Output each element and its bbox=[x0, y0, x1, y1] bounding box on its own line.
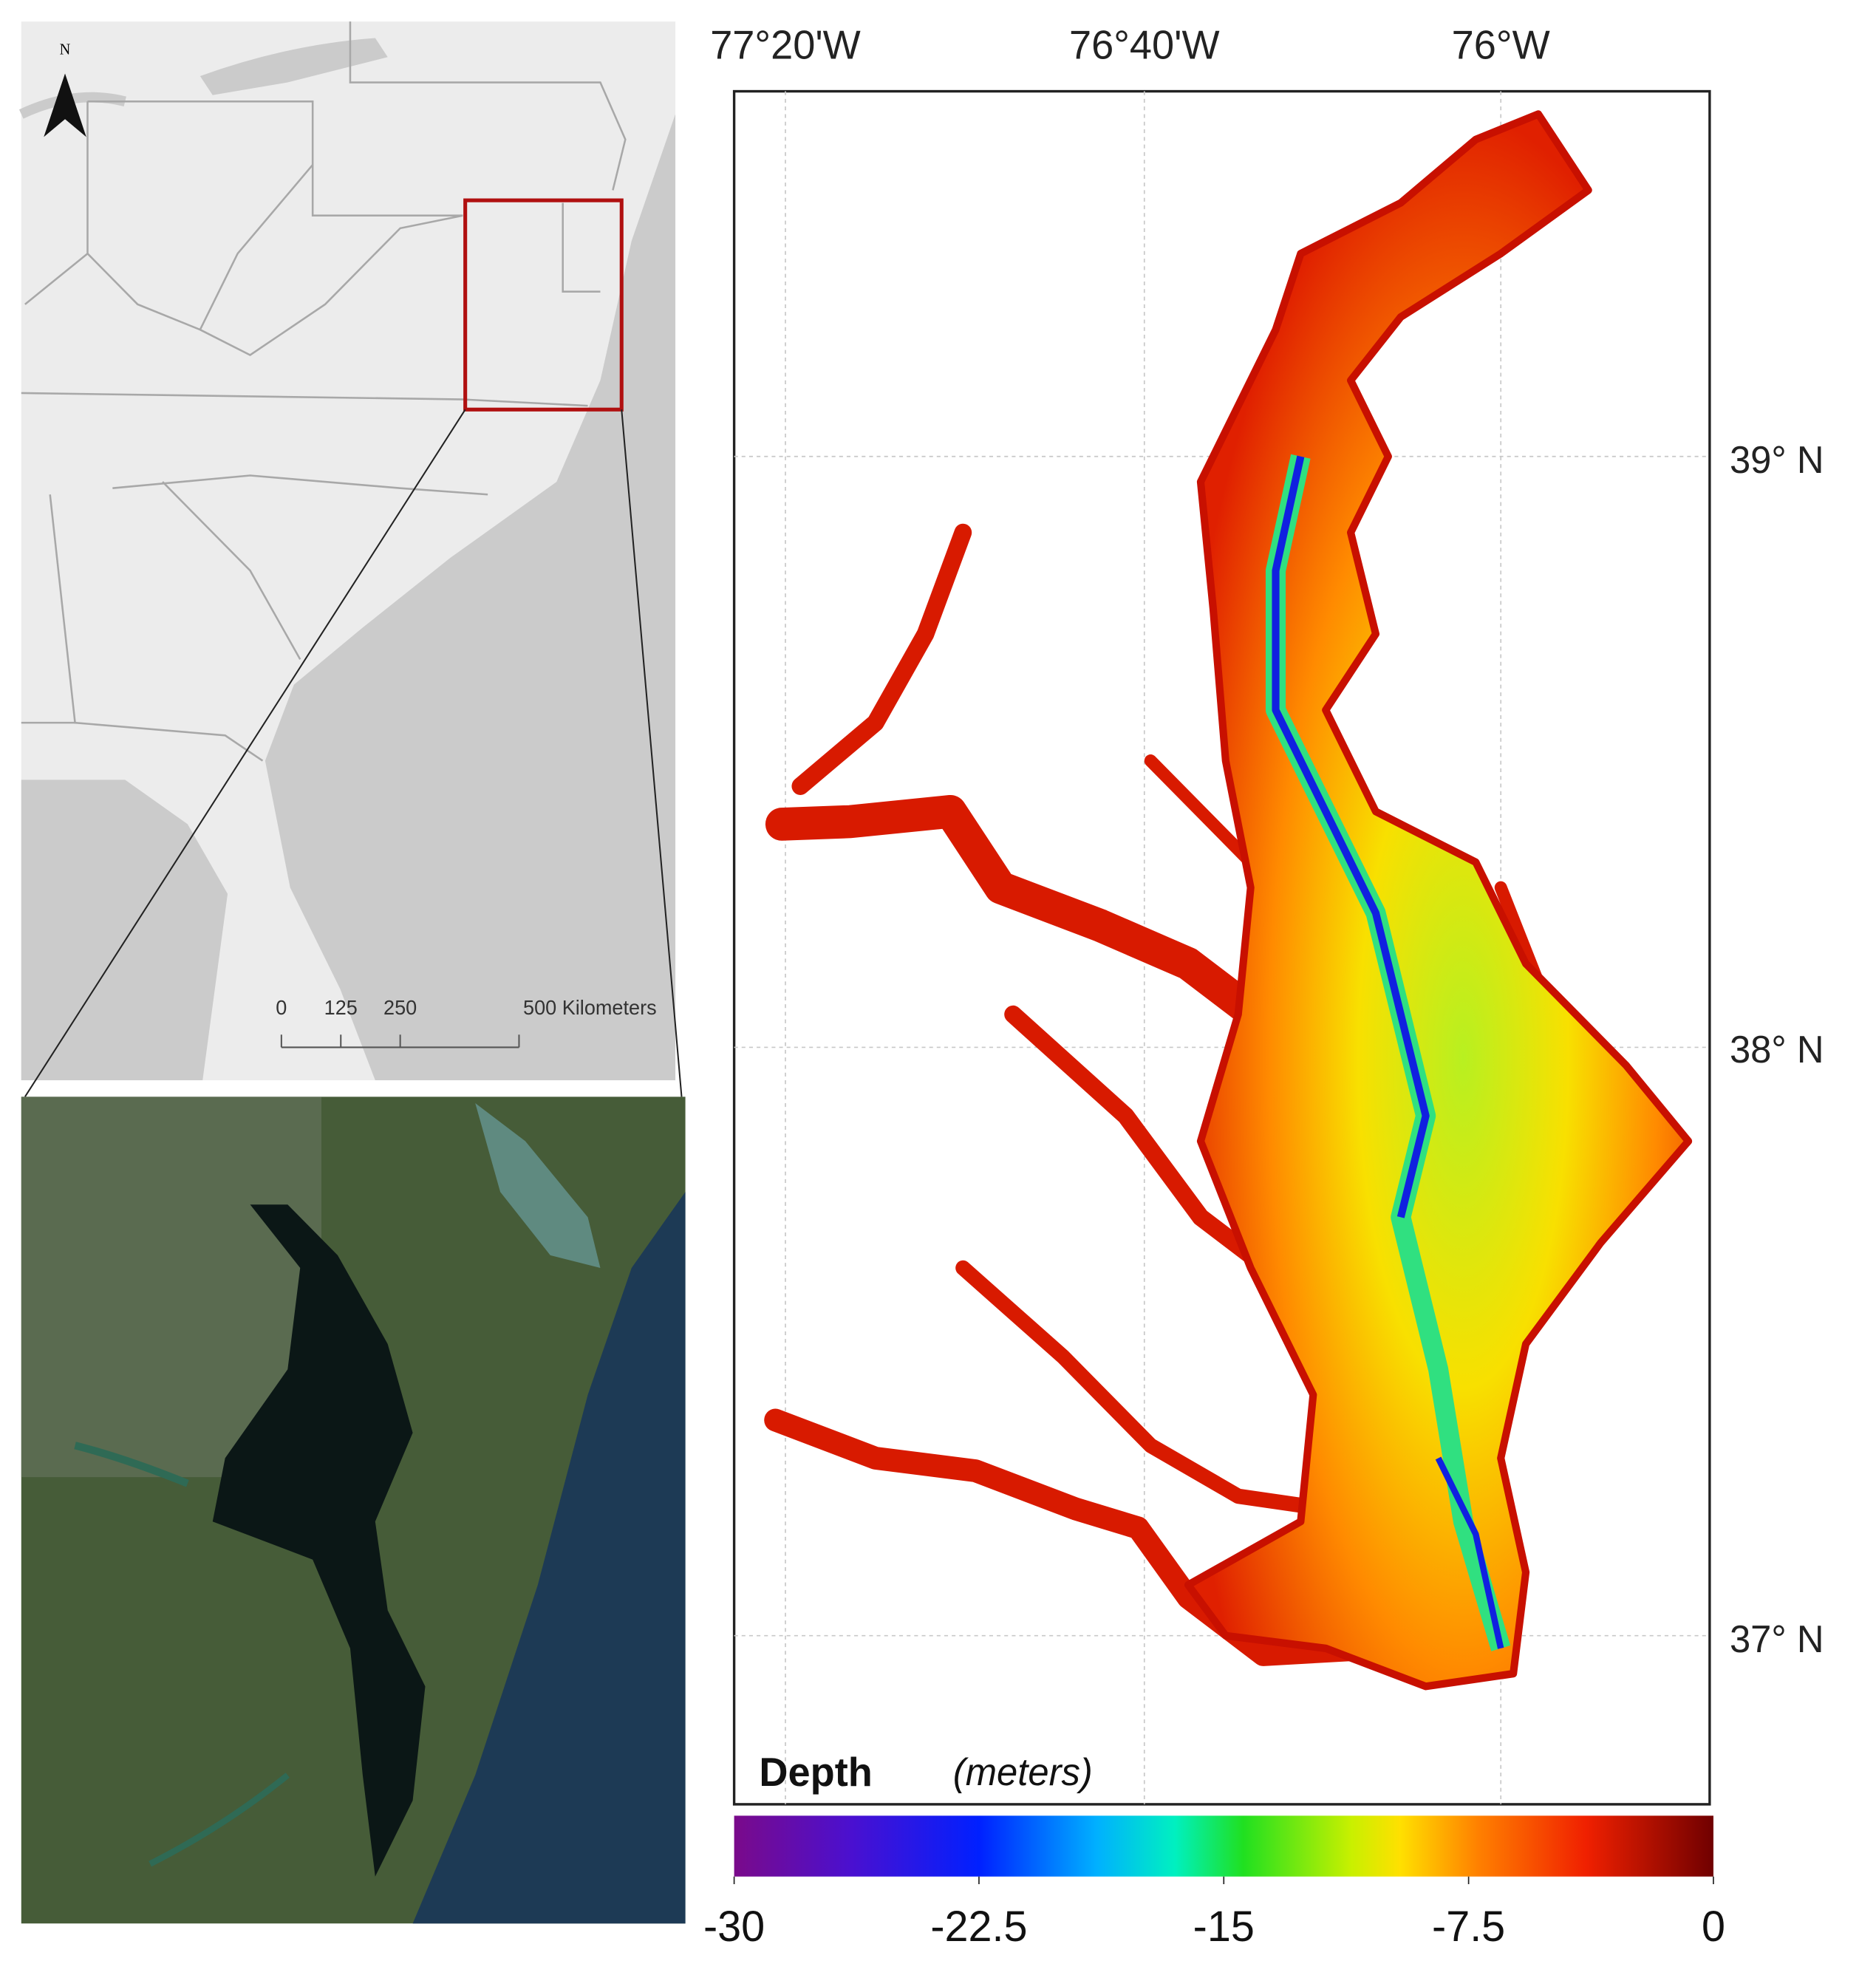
scale-label: 500 Kilometers bbox=[523, 996, 657, 1019]
longitude-label: 76°40'W bbox=[1069, 22, 1220, 67]
colorbar-label: 0 bbox=[1702, 1903, 1725, 1951]
legend-title: Depth bbox=[759, 1750, 872, 1795]
colorbar-gradient bbox=[734, 1815, 1713, 1877]
latitude-label: 37° N bbox=[1730, 1618, 1824, 1660]
latitude-label: 38° N bbox=[1730, 1029, 1824, 1071]
longitude-label: 76°W bbox=[1452, 22, 1551, 67]
depth-map: 77°20'W 76°40'W 76°W 39° N 38° N 37° N D… bbox=[710, 22, 1824, 1806]
scale-bar: 0 125 250 500 Kilometers bbox=[276, 996, 657, 1048]
scale-label: 250 bbox=[383, 996, 417, 1019]
legend-unit: (meters) bbox=[953, 1751, 1093, 1793]
scale-label: 125 bbox=[324, 996, 358, 1019]
scale-label: 0 bbox=[276, 996, 287, 1019]
satellite-image bbox=[21, 1097, 686, 1924]
inset-map: N 0 125 250 500 Kilometers bbox=[18, 21, 676, 1081]
north-arrow bbox=[44, 73, 86, 137]
zoom-box bbox=[463, 198, 624, 412]
ocean bbox=[265, 114, 676, 1081]
colorbar-label: -15 bbox=[1193, 1903, 1255, 1951]
colorbar-label: -22.5 bbox=[930, 1903, 1027, 1951]
lake bbox=[199, 38, 388, 95]
north-label: N bbox=[60, 41, 71, 58]
gulf bbox=[21, 780, 228, 1081]
colorbar: -30 -22.5 -15 -7.5 0 bbox=[703, 1815, 1725, 1951]
colorbar-label: -30 bbox=[703, 1903, 765, 1951]
colorbar-label: -7.5 bbox=[1432, 1903, 1505, 1951]
longitude-label: 77°20'W bbox=[710, 22, 861, 67]
map-frame bbox=[732, 89, 1711, 1806]
latitude-label: 39° N bbox=[1730, 439, 1824, 481]
bay bbox=[1184, 110, 1693, 1691]
